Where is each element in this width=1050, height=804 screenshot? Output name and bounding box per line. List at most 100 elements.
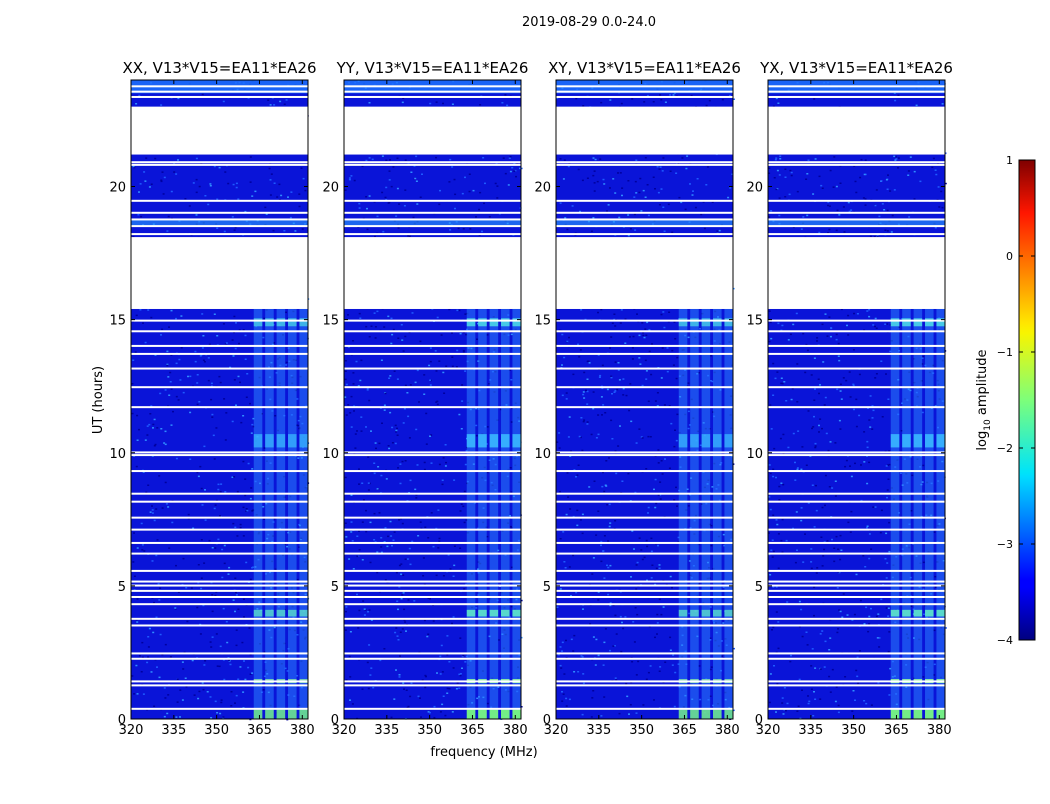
flag-line	[768, 595, 945, 598]
rfi-block	[276, 318, 286, 327]
x-tick-label: 365	[460, 723, 485, 738]
flagged-region	[768, 106, 945, 155]
rfi-block	[690, 609, 699, 617]
rfi-block	[512, 434, 521, 448]
rfi-block	[299, 318, 308, 327]
flag-line	[131, 492, 308, 495]
flag-line	[344, 680, 521, 683]
rfi-block	[902, 609, 911, 617]
y-tick-label: 10	[322, 447, 339, 462]
rfi-block	[936, 709, 945, 719]
rfi-block	[701, 709, 711, 719]
flagged-region	[344, 106, 521, 155]
flag-line	[768, 386, 945, 389]
y-tick-label: 15	[746, 314, 763, 329]
rfi-band	[890, 308, 945, 719]
y-tick-label: 10	[109, 447, 126, 462]
flagged-region	[556, 237, 733, 309]
flag-line	[556, 161, 733, 164]
flag-line	[768, 85, 945, 88]
colorbar-tick-label: −3	[997, 538, 1013, 551]
flag-line	[344, 352, 521, 355]
y-tick-label: 5	[331, 580, 339, 595]
flag-line	[556, 199, 733, 202]
mid-band	[556, 219, 733, 227]
flag-line	[344, 500, 521, 503]
colorbar-tick-label: −4	[997, 634, 1013, 647]
flag-line	[344, 85, 521, 88]
rfi-block	[678, 318, 688, 327]
flag-line	[556, 528, 733, 531]
flag-line	[768, 95, 945, 98]
rfi-block	[478, 609, 487, 617]
colorbar-tick-label: −2	[997, 442, 1013, 455]
flag-line	[131, 680, 308, 683]
rfi-block	[299, 709, 308, 719]
flag-line	[344, 569, 521, 572]
x-tick-label: 380	[927, 723, 952, 738]
y-tick-label: 10	[746, 447, 763, 462]
flag-line	[344, 470, 521, 473]
rfi-block	[489, 434, 499, 448]
x-tick-label: 320	[119, 723, 144, 738]
panel-yy: YY, V13*V15=EA11*EA26 320 335 350 365 380 0 5 10…	[322, 59, 528, 738]
flag-line	[131, 569, 308, 572]
flag-line	[131, 470, 308, 473]
flag-line	[131, 90, 308, 93]
y-tick-label: 20	[534, 181, 551, 196]
rfi-block	[276, 609, 286, 617]
flag-line	[556, 233, 733, 236]
panel-frame	[343, 79, 522, 720]
flag-line	[344, 211, 521, 214]
flag-line	[344, 603, 521, 606]
x-tick-label: 335	[374, 723, 399, 738]
flag-line	[768, 470, 945, 473]
flag-line	[768, 684, 945, 687]
flag-line	[768, 680, 945, 683]
rfi-block	[936, 609, 945, 617]
flag-line	[768, 516, 945, 519]
rfi-block	[724, 318, 733, 327]
panel-title: YX, V13*V15=EA11*EA26	[759, 59, 953, 77]
flagged-region	[131, 106, 308, 155]
flag-line	[768, 657, 945, 660]
x-tick-label: 365	[884, 723, 909, 738]
flag-line	[768, 330, 945, 333]
flag-line	[768, 211, 945, 214]
flag-line	[768, 617, 945, 620]
rfi-block	[690, 709, 699, 719]
flag-line	[131, 652, 308, 655]
colorbar: 1 0 −1 −2 −3 −4 log10 amplitude	[975, 154, 1036, 647]
flag-line	[131, 584, 308, 587]
flag-line	[768, 584, 945, 587]
flag-line	[131, 319, 308, 322]
flag-line	[768, 352, 945, 355]
y-axis-label: UT (hours)	[91, 366, 106, 434]
flag-line	[768, 344, 945, 347]
y-tick-label: 10	[534, 447, 551, 462]
x-tick-label: 335	[586, 723, 611, 738]
flag-line	[131, 233, 308, 236]
flag-line	[131, 95, 308, 98]
flag-line	[556, 617, 733, 620]
rfi-block	[466, 709, 476, 719]
rfi-block	[265, 318, 274, 327]
flag-line	[131, 500, 308, 503]
flag-line	[131, 199, 308, 202]
rfi-band	[253, 308, 308, 719]
rfi-block	[512, 318, 521, 327]
flagged-region	[768, 237, 945, 309]
flag-line	[344, 319, 521, 322]
flag-line	[768, 500, 945, 503]
flag-line	[131, 451, 308, 454]
rfi-block	[489, 318, 499, 327]
rfi-block	[466, 434, 476, 448]
rfi-block	[265, 434, 274, 448]
flag-line	[131, 225, 308, 228]
x-tick-label: 335	[161, 723, 186, 738]
flag-line	[344, 595, 521, 598]
y-tick-label: 20	[322, 181, 339, 196]
flag-line	[131, 617, 308, 620]
x-tick-label: 350	[841, 723, 866, 738]
flag-line	[768, 569, 945, 572]
